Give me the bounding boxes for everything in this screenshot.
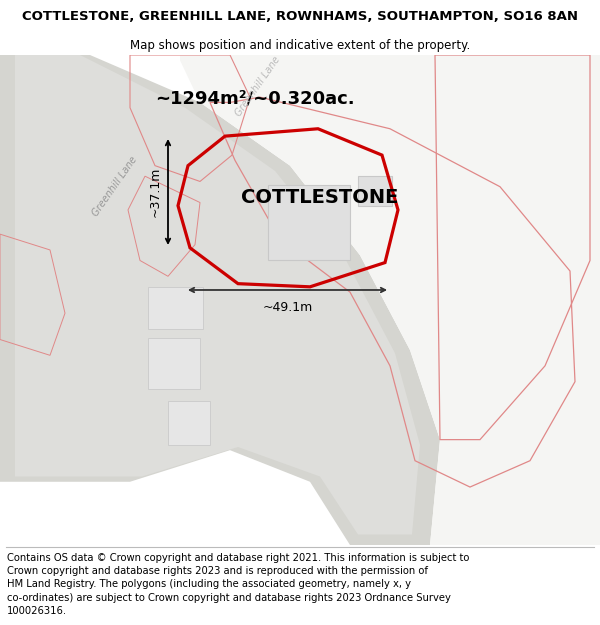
Text: ~49.1m: ~49.1m: [262, 301, 313, 314]
Polygon shape: [0, 144, 80, 376]
Text: Greenhill Lane: Greenhill Lane: [233, 55, 283, 118]
Bar: [148, 287, 203, 329]
Polygon shape: [450, 55, 600, 445]
Text: ~37.1m: ~37.1m: [149, 167, 162, 217]
Polygon shape: [0, 55, 440, 545]
Text: Map shows position and indicative extent of the property.: Map shows position and indicative extent…: [130, 39, 470, 52]
Polygon shape: [0, 55, 80, 218]
Bar: [148, 339, 200, 389]
Polygon shape: [440, 55, 600, 445]
Text: Greenhill Lane: Greenhill Lane: [91, 155, 139, 219]
Text: COTTLESTONE: COTTLESTONE: [241, 188, 398, 207]
Text: ~1294m²/~0.320ac.: ~1294m²/~0.320ac.: [155, 90, 355, 108]
Polygon shape: [0, 55, 80, 176]
Bar: [168, 401, 210, 445]
Text: COTTLESTONE, GREENHILL LANE, ROWNHAMS, SOUTHAMPTON, SO16 8AN: COTTLESTONE, GREENHILL LANE, ROWNHAMS, S…: [22, 10, 578, 23]
Polygon shape: [180, 55, 600, 545]
Bar: [268, 184, 350, 261]
Polygon shape: [15, 55, 420, 534]
Bar: [358, 176, 392, 206]
Text: Contains OS data © Crown copyright and database right 2021. This information is : Contains OS data © Crown copyright and d…: [7, 553, 470, 616]
